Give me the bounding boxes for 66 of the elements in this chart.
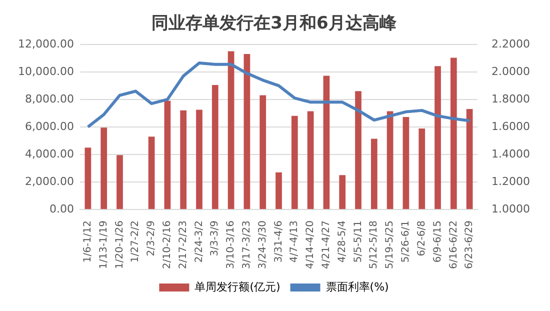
bar — [212, 84, 218, 209]
bar — [355, 91, 362, 209]
y-tick-label: 0.00 — [49, 202, 74, 216]
x-tick-label: 5/12-5/18 — [368, 220, 380, 270]
y-tick-label: 10,000.00 — [18, 64, 74, 78]
bar — [148, 136, 155, 209]
y-tick-label: 2,000.00 — [25, 174, 74, 188]
x-tick-label: 5/26-6/1 — [400, 220, 412, 263]
x-tick-label: 1/27-2/2 — [130, 220, 142, 263]
x-tick-label: 6/23-6/29 — [464, 220, 476, 270]
bar — [260, 95, 266, 209]
x-tick-label: 1/6-1/12 — [82, 220, 94, 263]
x-tick-label: 3/24-3/30 — [257, 220, 268, 270]
y-tick-label: 6,000.00 — [25, 120, 74, 133]
x-tick-label: 6/16-6/22 — [448, 220, 460, 270]
y2-tick-label: 1.0000 — [492, 202, 530, 216]
x-tick-label: 2/10-2/16 — [162, 220, 174, 270]
chart-title: 同业存单发行在3月和6月达高峰 — [152, 14, 398, 34]
y2-tick-label: 2.2000 — [492, 37, 530, 50]
bar — [386, 111, 394, 209]
bar — [84, 148, 92, 209]
bar — [244, 54, 250, 209]
y-tick-label: 8,000.00 — [25, 92, 74, 106]
x-tick-label: 4/14-4/20 — [305, 220, 316, 270]
bar — [434, 66, 441, 209]
x-tick-label: 1/13-1/19 — [98, 220, 110, 270]
y2-tick-label: 1.6000 — [492, 120, 530, 133]
bar — [180, 110, 187, 209]
x-tick-label: 3/10-3/16 — [226, 220, 237, 270]
bar — [307, 111, 314, 209]
x-tick-label: 2/3-2/9 — [146, 220, 158, 256]
bar — [228, 51, 234, 209]
legend-label: 票面利率(%) — [326, 280, 389, 294]
x-tick-label: 4/7-4/13 — [289, 220, 300, 263]
bar — [276, 172, 282, 209]
x-tick-label: 6/2-6/8 — [416, 220, 428, 256]
y2-tick-label: 1.8000 — [492, 92, 530, 106]
y-tick-label: 4,000.00 — [25, 147, 74, 160]
bar — [339, 175, 346, 209]
x-tick-label: 4/21-4/27 — [321, 220, 332, 270]
y2-tick-label: 2.0000 — [492, 64, 530, 78]
bar — [100, 128, 108, 209]
bar — [291, 116, 298, 209]
bar — [323, 76, 330, 209]
x-tick-label: 2/24-3/2 — [194, 220, 205, 263]
bar — [196, 110, 202, 209]
x-tick-label: 3/3-3/9 — [210, 220, 221, 256]
bar — [450, 58, 457, 209]
x-tick-label: 6/9-6/15 — [432, 220, 444, 263]
y2-tick-label: 1.4000 — [492, 147, 530, 160]
bar — [466, 109, 473, 209]
x-tick-label: 5/5-5/11 — [352, 220, 364, 263]
bar — [418, 128, 426, 209]
y-tick-label: 12,000.00 — [18, 37, 74, 50]
legend-label: 单周发行额(亿元) — [194, 280, 280, 294]
x-tick-label: 3/31-4/6 — [273, 220, 284, 263]
x-tick-label: 2/17-2/23 — [178, 220, 189, 270]
x-tick-label: 3/17-3/23 — [242, 220, 253, 270]
bar — [116, 155, 123, 209]
y2-tick-label: 1.2000 — [492, 174, 530, 188]
bar — [402, 117, 410, 209]
x-tick-label: 4/28-5/4 — [336, 220, 348, 263]
bar — [370, 138, 378, 209]
x-tick-label: 1/20-1/26 — [114, 220, 126, 270]
bar — [164, 100, 171, 209]
x-tick-label: 5/19-5/25 — [384, 220, 396, 270]
